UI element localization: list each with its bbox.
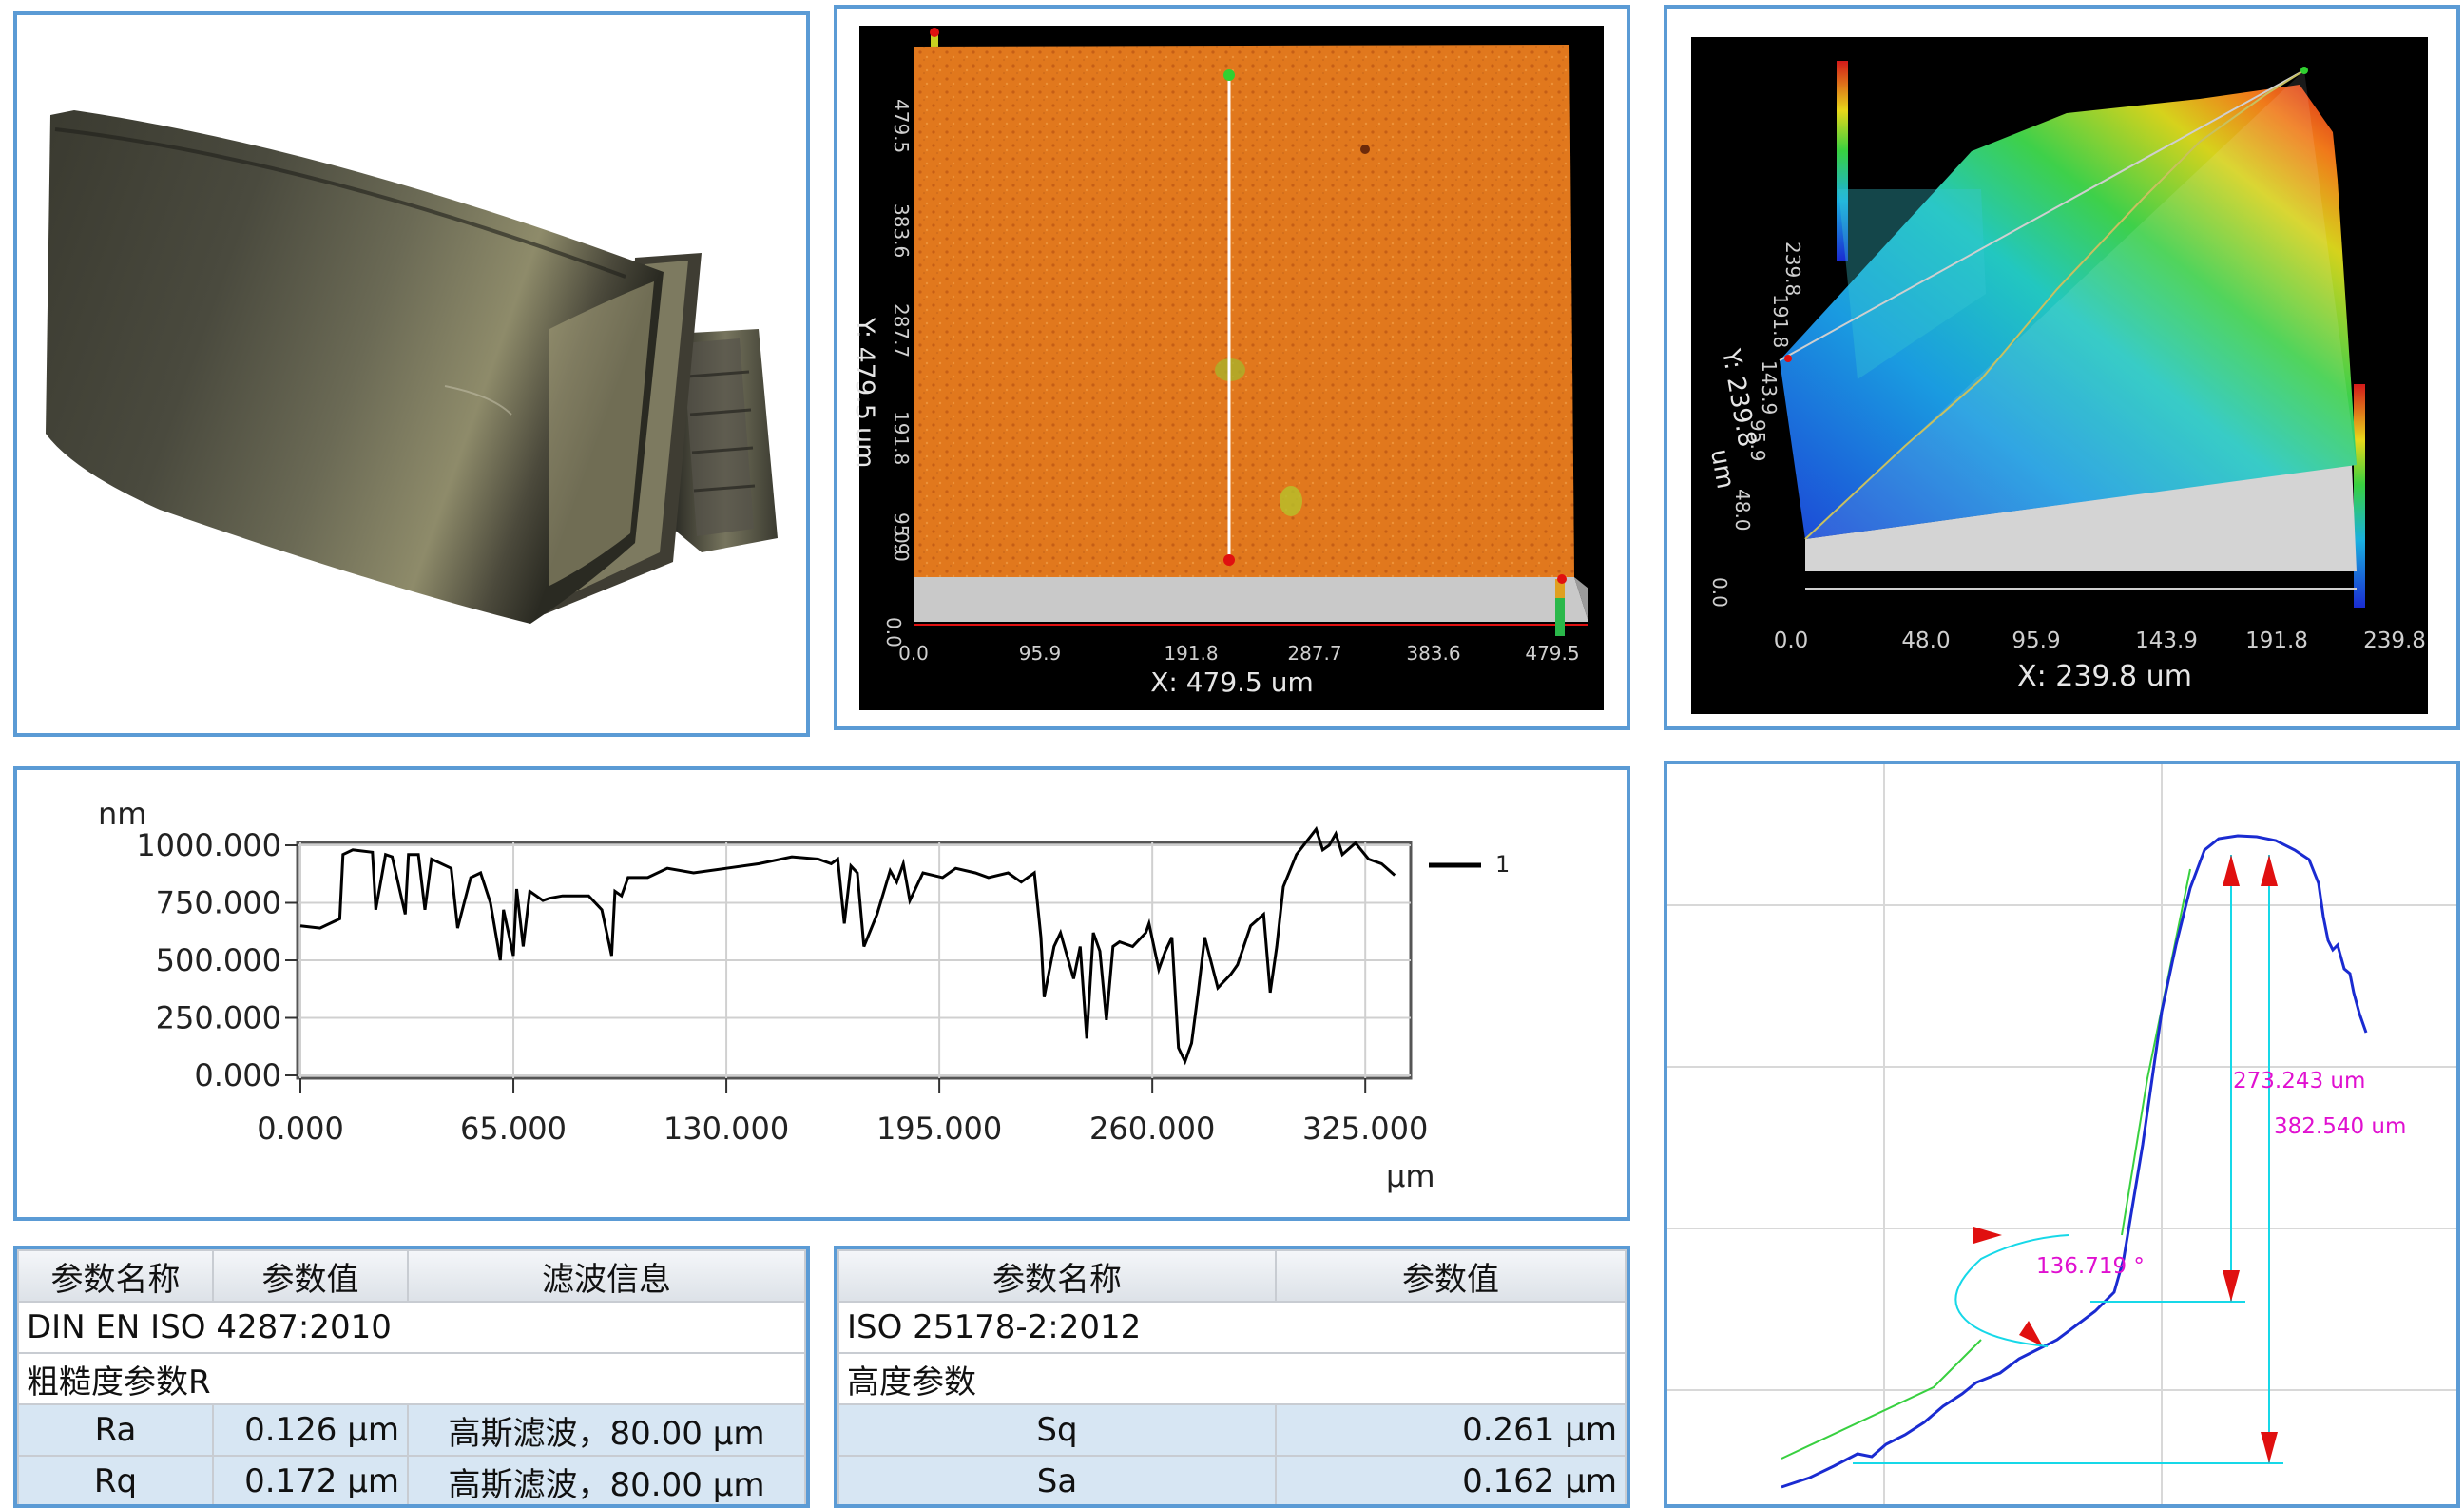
profile-series-line bbox=[299, 825, 1396, 1066]
topography-3d-view: 0.0 48.0 95.9 143.9 191.8 239.8 X: 239.8… bbox=[1691, 37, 2428, 714]
x-tick-label: 260.000 bbox=[1089, 1111, 1215, 1147]
roughness-profile-table-panel: 参数名称 参数值 滤波信息 DIN EN ISO 4287:2010 粗糙度参数… bbox=[13, 1246, 810, 1508]
y-tick-label: 0.000 bbox=[194, 1057, 281, 1093]
y-tick-label: 1000.000 bbox=[136, 827, 281, 863]
topography-2d-view: 0.0 95.9 191.8 287.7 383.6 479.5 Y: 479.… bbox=[850, 26, 1604, 710]
topo3d-x-tick-5: 239.8 bbox=[2363, 628, 2426, 653]
topo3d-y-tick-2: 95.9 bbox=[1746, 419, 1769, 462]
topo2d-y-axis-label: Y: 479.5 bbox=[850, 317, 879, 420]
x-tick-label: 195.000 bbox=[876, 1111, 1002, 1147]
topo3d-x-tick-0: 0.0 bbox=[1774, 628, 1809, 653]
areal-parameter-table: 参数名称 参数值 ISO 25178-2:2012 高度参数 Sq 0.261 … bbox=[837, 1249, 1627, 1504]
profile-chart-panel: nm μm 1000.000 750.000 500.000 250.000 0.000… bbox=[13, 766, 1630, 1221]
x-tick-label: 0.000 bbox=[257, 1111, 344, 1147]
roughness-profile-table: 参数名称 参数值 滤波信息 DIN EN ISO 4287:2010 粗糙度参数… bbox=[17, 1249, 806, 1504]
topo3d-y-tick-0: 0.0 bbox=[1708, 577, 1731, 608]
topo2d-x-axis-label: X: 479.5 um bbox=[1150, 667, 1314, 698]
y-tick-label: 750.000 bbox=[156, 885, 281, 921]
param-value-ra: 0.126 µm bbox=[212, 1403, 409, 1457]
topo2d-y-tick-0: 0.0 bbox=[890, 532, 913, 562]
turbine-blade-photo bbox=[46, 110, 778, 624]
topo2d-y-tick-1: 95.9 bbox=[890, 512, 913, 555]
profile-line-chart: nm μm 1000.000 750.000 500.000 250.000 0.000… bbox=[98, 796, 1510, 1194]
param-value-sa: 0.162 µm bbox=[1275, 1455, 1627, 1504]
param-name-sa: Sa bbox=[837, 1455, 1277, 1504]
table-row: Ra 0.126 µm 高斯滤波，80.00 µm bbox=[17, 1403, 806, 1457]
x-tick-label: 65.000 bbox=[460, 1111, 567, 1147]
table-row: 粗糙度参数R bbox=[17, 1352, 806, 1405]
table-row: Rq 0.172 µm 高斯滤波，80.00 µm bbox=[17, 1455, 806, 1504]
table-row: Sa 0.162 µm bbox=[837, 1455, 1627, 1504]
profile-x-unit: μm bbox=[1386, 1158, 1435, 1194]
total-height-annotation: 382.540 um bbox=[2274, 1114, 2406, 1139]
table-header-row: 参数名称 参数值 bbox=[837, 1249, 1627, 1303]
param-name-sq: Sq bbox=[837, 1403, 1277, 1457]
topo2d-y-tick-2: 191.8 bbox=[890, 411, 913, 465]
step-measurement-panel: 273.243 um 382.540 um 136.719 ° bbox=[1664, 761, 2460, 1508]
topo3d-x-tick-4: 191.8 bbox=[2245, 628, 2308, 653]
row-group: 高度参数 bbox=[837, 1352, 1627, 1405]
angle-annotation: 136.719 ° bbox=[2036, 1254, 2145, 1279]
param-value-rq: 0.172 µm bbox=[212, 1455, 409, 1504]
row-group: 粗糙度参数R bbox=[17, 1352, 806, 1405]
topo2d-x-tick-2: 191.8 bbox=[1164, 642, 1218, 665]
topo3d-x-tick-3: 143.9 bbox=[2135, 628, 2198, 653]
table-row: 高度参数 bbox=[837, 1352, 1627, 1405]
measured-profile-line bbox=[1781, 834, 2368, 1489]
col-header-filter: 滤波信息 bbox=[407, 1249, 806, 1303]
row-standard: ISO 25178-2:2012 bbox=[837, 1301, 1627, 1354]
step-height-annotation: 273.243 um bbox=[2233, 1069, 2365, 1093]
topo3d-x-axis-label: X: 239.8 um bbox=[2017, 660, 2192, 693]
topo3d-x-tick-1: 48.0 bbox=[1901, 628, 1950, 653]
topo2d-x-tick-0: 0.0 bbox=[898, 642, 929, 665]
table-row: DIN EN ISO 4287:2010 bbox=[17, 1301, 806, 1354]
param-name-rq: Rq bbox=[17, 1455, 214, 1504]
blade-photo-panel bbox=[13, 11, 810, 737]
topo3d-y-axis-unit: um bbox=[1704, 447, 1740, 491]
topo2d-y-tick-4: 383.6 bbox=[890, 203, 913, 258]
col-header-name: 参数名称 bbox=[837, 1249, 1277, 1303]
col-header-value: 参数值 bbox=[1275, 1249, 1627, 1303]
areal-parameter-table-panel: 参数名称 参数值 ISO 25178-2:2012 高度参数 Sq 0.261 … bbox=[834, 1246, 1630, 1508]
table-header-row: 参数名称 参数值 滤波信息 bbox=[17, 1249, 806, 1303]
topo2d-x-tick-4: 383.6 bbox=[1406, 642, 1460, 665]
topo3d-y-tick-3: 143.9 bbox=[1758, 360, 1781, 415]
topo2d-y-axis-unit: um bbox=[850, 427, 879, 468]
topo2d-x-tick-1: 95.9 bbox=[1019, 642, 1062, 665]
y-tick-label: 500.000 bbox=[156, 942, 281, 978]
topo2d-z-tick: 0.0 bbox=[882, 617, 905, 648]
legend-label: 1 bbox=[1495, 851, 1510, 878]
param-name-ra: Ra bbox=[17, 1403, 214, 1457]
x-tick-label: 325.000 bbox=[1302, 1111, 1428, 1147]
y-tick-label: 250.000 bbox=[156, 1000, 281, 1036]
profile-y-unit: nm bbox=[98, 796, 146, 832]
row-standard: DIN EN ISO 4287:2010 bbox=[17, 1301, 806, 1354]
topo2d-y-tick-3: 287.7 bbox=[890, 303, 913, 358]
topo3d-y-tick-4: 191.8 bbox=[1769, 294, 1792, 348]
param-filter-rq: 高斯滤波，80.00 µm bbox=[407, 1455, 806, 1504]
col-header-name: 参数名称 bbox=[17, 1249, 214, 1303]
step-measurement-chart: 273.243 um 382.540 um 136.719 ° bbox=[1667, 764, 2456, 1504]
topo2d-x-tick-5: 479.5 bbox=[1525, 642, 1579, 665]
topo3d-y-tick-5: 239.8 bbox=[1781, 242, 1804, 296]
col-header-value: 参数值 bbox=[212, 1249, 409, 1303]
param-value-sq: 0.261 µm bbox=[1275, 1403, 1627, 1457]
table-row: Sq 0.261 µm bbox=[837, 1403, 1627, 1457]
table-row: ISO 25178-2:2012 bbox=[837, 1301, 1627, 1354]
topo3d-y-tick-1: 48.0 bbox=[1731, 489, 1754, 532]
topography-2d-panel: 0.0 95.9 191.8 287.7 383.6 479.5 Y: 479.… bbox=[834, 5, 1630, 730]
topo2d-y-tick-5: 479.5 bbox=[890, 99, 913, 153]
param-filter-ra: 高斯滤波，80.00 µm bbox=[407, 1403, 806, 1457]
x-tick-label: 130.000 bbox=[664, 1111, 789, 1147]
topo3d-x-tick-2: 95.9 bbox=[2012, 628, 2060, 653]
topography-3d-panel: 0.0 48.0 95.9 143.9 191.8 239.8 X: 239.8… bbox=[1664, 5, 2460, 730]
topo2d-x-tick-3: 287.7 bbox=[1287, 642, 1341, 665]
